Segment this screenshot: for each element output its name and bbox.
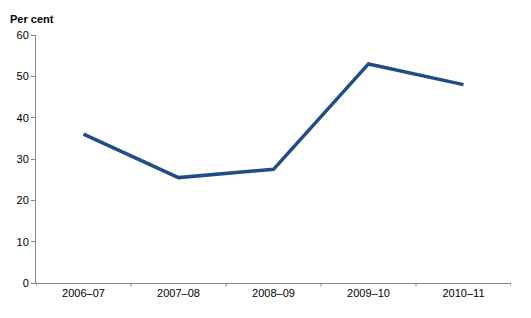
svg-text:0: 0 bbox=[23, 277, 29, 289]
svg-text:2006–07: 2006–07 bbox=[62, 287, 105, 299]
svg-text:60: 60 bbox=[17, 29, 29, 41]
svg-text:20: 20 bbox=[17, 194, 29, 206]
svg-text:40: 40 bbox=[17, 112, 29, 124]
svg-text:2008–09: 2008–09 bbox=[252, 287, 295, 299]
svg-text:Per cent: Per cent bbox=[10, 13, 54, 25]
svg-text:10: 10 bbox=[17, 236, 29, 248]
svg-text:2007–08: 2007–08 bbox=[157, 287, 200, 299]
svg-text:2010–11: 2010–11 bbox=[442, 287, 484, 299]
svg-text:50: 50 bbox=[17, 70, 29, 82]
svg-text:2009–10: 2009–10 bbox=[347, 287, 390, 299]
svg-text:30: 30 bbox=[17, 153, 29, 165]
